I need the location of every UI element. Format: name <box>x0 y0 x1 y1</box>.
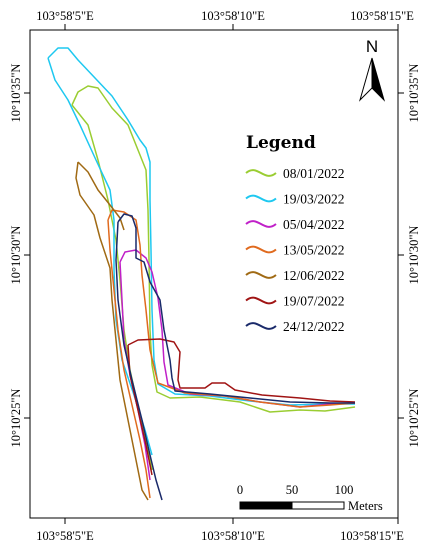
top-tick-label: 103°58'10"E <box>201 9 265 23</box>
legend: Legend 08/01/2022 19/03/2022 05/04/2022 13/… <box>245 133 345 334</box>
legend-symbol <box>245 296 277 305</box>
scale-label-100: 100 <box>335 483 354 497</box>
left-tick-label: 10°10'30"N <box>9 226 23 285</box>
legend-symbol <box>245 194 277 203</box>
top-tick-label: 103°58'15"E <box>350 9 414 23</box>
legend-label: 19/03/2022 <box>283 192 345 207</box>
legend-symbol <box>245 271 277 279</box>
left-tick-label: 10°10'35"N <box>9 64 23 123</box>
legend-items: 08/01/2022 19/03/2022 05/04/2022 13/05/2022… <box>245 166 345 334</box>
top-tick-label: 103°58'5"E <box>36 9 94 23</box>
scale-label-0: 0 <box>237 483 243 497</box>
scale-unit: Meters <box>348 499 383 513</box>
left-tick-label: 10°10'25"N <box>9 389 23 448</box>
north-arrow: N <box>358 37 386 102</box>
shoreline-24-12-2022 <box>115 213 355 501</box>
right-tick-label: 10°10'25"N <box>407 389 421 448</box>
bottom-tick-label: 103°58'15"E <box>340 529 404 543</box>
north-arrow-icon-shaded <box>371 57 386 102</box>
bottom-tick-label: 103°58'10"E <box>201 529 265 543</box>
right-tick-label: 10°10'35"N <box>407 64 421 123</box>
legend-title: Legend <box>246 133 316 153</box>
shoreline-19-07-2022 <box>127 338 356 476</box>
frame-ticks <box>24 24 404 524</box>
legend-symbol <box>245 322 277 330</box>
shoreline-08-01-2022 <box>71 85 356 471</box>
map-frame <box>29 29 399 519</box>
north-arrow-icon <box>358 57 373 102</box>
scale-segment-light <box>291 501 345 510</box>
scale-segment-dark <box>239 501 293 510</box>
legend-symbol <box>245 245 277 254</box>
legend-label: 05/04/2022 <box>283 217 345 232</box>
legend-label: 12/06/2022 <box>283 268 345 283</box>
north-letter: N <box>366 37 378 56</box>
shoreline-12-06-2022 <box>75 161 149 501</box>
legend-symbol <box>245 220 277 228</box>
scale-bar: 0 50 100 Meters <box>237 483 383 513</box>
legend-label: 19/07/2022 <box>283 294 345 309</box>
shoreline-traces <box>47 47 356 501</box>
scale-label-50: 50 <box>286 483 299 497</box>
legend-label: 24/12/2022 <box>283 319 345 334</box>
bottom-tick-label: 103°58'5"E <box>36 529 94 543</box>
legend-label: 13/05/2022 <box>283 243 345 258</box>
legend-label: 08/01/2022 <box>283 166 345 181</box>
right-tick-label: 10°10'30"N <box>407 226 421 285</box>
legend-symbol <box>245 169 277 177</box>
